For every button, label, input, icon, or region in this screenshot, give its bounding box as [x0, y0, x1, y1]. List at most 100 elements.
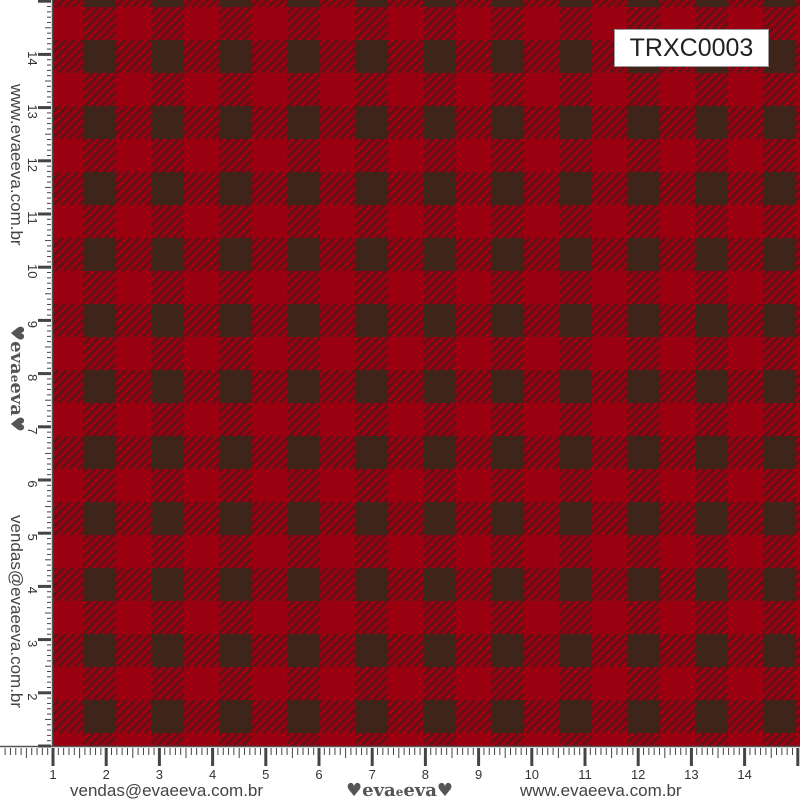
dark-check-square [627, 502, 660, 535]
dark-check-square [83, 634, 116, 667]
dark-check-square [219, 238, 252, 271]
dark-check-square [695, 700, 728, 733]
dark-check-square [627, 634, 660, 667]
dark-check-square [83, 700, 116, 733]
bottom-ruler [0, 746, 800, 800]
dark-check-square [219, 370, 252, 403]
dark-check-square [627, 568, 660, 601]
dark-check-square [559, 0, 592, 7]
eva-e-eva-logo-left: ♥evaeeva♥ [6, 325, 27, 433]
dark-check-square [763, 634, 796, 667]
dark-check-square [287, 40, 320, 73]
dark-check-square [423, 106, 456, 139]
dark-check-square [491, 40, 524, 73]
dark-check-square [627, 370, 660, 403]
dark-check-square [83, 304, 116, 337]
dark-check-square [151, 40, 184, 73]
dark-check-square [151, 238, 184, 271]
dark-check-square [423, 238, 456, 271]
dark-check-square [559, 172, 592, 205]
dark-check-square [763, 436, 796, 469]
dark-check-square [151, 700, 184, 733]
dark-check-square [627, 106, 660, 139]
dark-check-square [423, 370, 456, 403]
dark-check-square [287, 502, 320, 535]
dark-check-square [491, 700, 524, 733]
dark-check-square [559, 568, 592, 601]
dark-check-square [627, 700, 660, 733]
dark-check-square [355, 634, 388, 667]
website-text-left: www.evaeeva.com.br [7, 84, 26, 246]
dark-check-square [627, 172, 660, 205]
dark-check-square [627, 238, 660, 271]
dark-check-square [423, 436, 456, 469]
dark-check-square [695, 634, 728, 667]
dark-check-square [763, 568, 796, 601]
dark-check-square [287, 700, 320, 733]
eva-e-eva-logo-bottom: ♥evaeeva♥ [346, 780, 454, 801]
dark-check-square [355, 106, 388, 139]
dark-check-square [559, 106, 592, 139]
dark-check-square [151, 634, 184, 667]
dark-check-square [83, 370, 116, 403]
dark-check-square [151, 502, 184, 535]
dark-check-square [287, 370, 320, 403]
dark-check-square [559, 238, 592, 271]
dark-check-square [355, 700, 388, 733]
dark-check-square [559, 700, 592, 733]
dark-check-square [287, 634, 320, 667]
dark-check-square [287, 172, 320, 205]
dark-check-square [695, 502, 728, 535]
dark-check-square [423, 40, 456, 73]
dark-check-square [695, 0, 728, 7]
dark-check-square [695, 436, 728, 469]
dark-check-square [627, 0, 660, 7]
dark-check-square [763, 304, 796, 337]
dark-check-square [695, 304, 728, 337]
dark-check-square [695, 238, 728, 271]
dark-check-square [151, 370, 184, 403]
dark-check-square [491, 304, 524, 337]
dark-check-square [423, 172, 456, 205]
email-text-left: vendas@evaeeva.com.br [7, 515, 26, 709]
dark-check-square [763, 0, 796, 7]
dark-check-square [355, 0, 388, 7]
dark-check-square [83, 502, 116, 535]
dark-check-square [695, 568, 728, 601]
dark-check-square [219, 700, 252, 733]
dark-check-square [559, 634, 592, 667]
dark-check-square [763, 106, 796, 139]
dark-check-square [423, 502, 456, 535]
dark-check-square [695, 370, 728, 403]
dark-check-square [491, 568, 524, 601]
dark-check-square [491, 370, 524, 403]
dark-check-square [83, 40, 116, 73]
dark-check-square [219, 568, 252, 601]
dark-check-square [287, 436, 320, 469]
dark-check-square [151, 436, 184, 469]
dark-check-square [355, 370, 388, 403]
dark-check-square [423, 700, 456, 733]
website-text-bottom: www.evaeeva.com.br [520, 781, 682, 800]
dark-check-square [219, 634, 252, 667]
email-text-bottom: vendas@evaeeva.com.br [70, 781, 264, 800]
buffalo-plaid-fabric [53, 0, 800, 746]
dark-check-square [695, 172, 728, 205]
dark-check-square [559, 436, 592, 469]
dark-check-square [491, 436, 524, 469]
dark-check-square [559, 502, 592, 535]
dark-check-square [355, 172, 388, 205]
dark-check-square [763, 238, 796, 271]
dark-check-square [763, 172, 796, 205]
dark-check-square [287, 106, 320, 139]
dark-check-square [219, 304, 252, 337]
dark-check-square [219, 40, 252, 73]
dark-check-square [151, 106, 184, 139]
dark-check-square [763, 502, 796, 535]
dark-check-square [491, 0, 524, 7]
dark-check-square [355, 304, 388, 337]
dark-check-square [559, 304, 592, 337]
dark-check-square [219, 172, 252, 205]
dark-check-square [151, 172, 184, 205]
dark-check-square [491, 106, 524, 139]
